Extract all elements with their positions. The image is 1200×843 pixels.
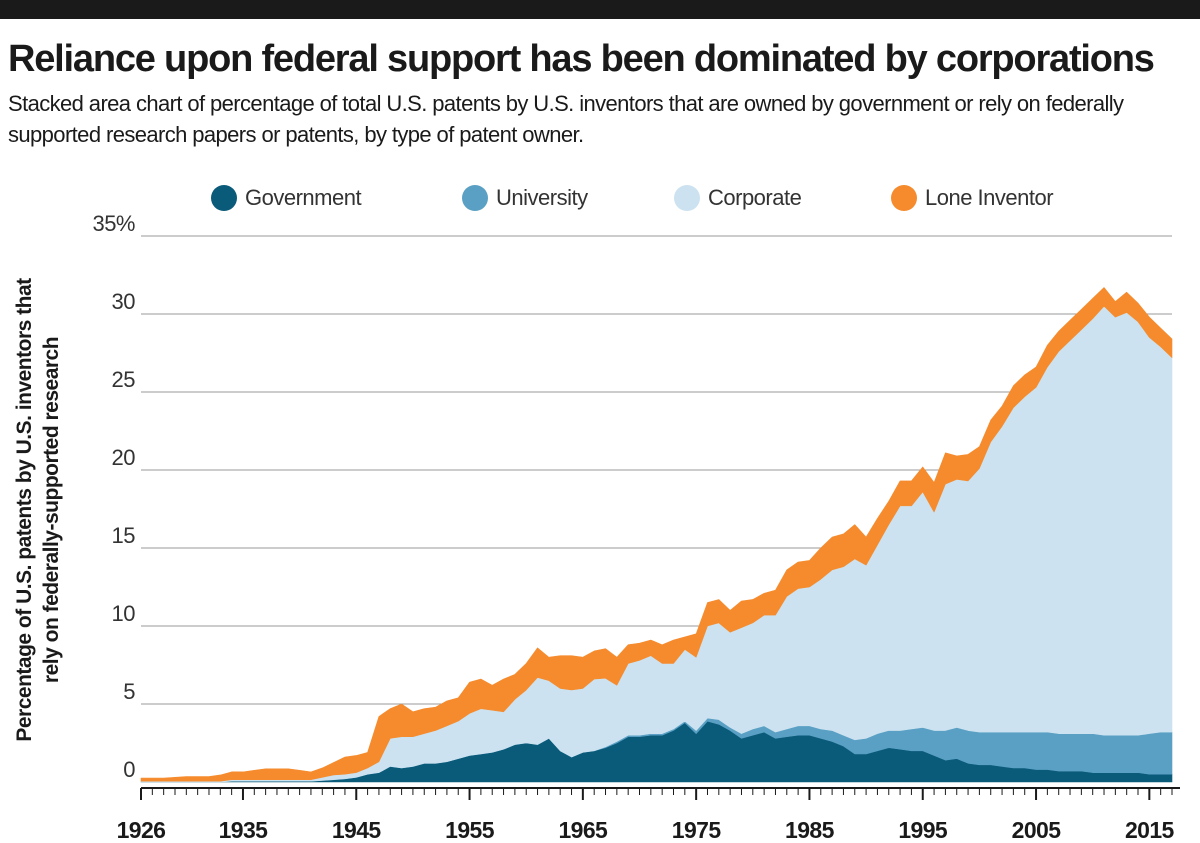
- legend-item-university: University: [462, 180, 588, 216]
- legend-item-government: Government: [211, 180, 362, 216]
- y-tick-label: 35%: [92, 211, 135, 236]
- area-corporate: [140, 305, 1173, 783]
- y-tick-label: 5: [123, 679, 135, 704]
- y-tick-label: 25: [112, 367, 136, 392]
- x-tick-label: 2015: [1125, 817, 1175, 843]
- legend: Government University Corporate Lone Inv…: [0, 180, 1200, 216]
- x-tick-label: 1985: [785, 817, 835, 843]
- chart-title: Reliance upon federal support has been d…: [8, 38, 1155, 80]
- legend-item-lone-inventor: Lone Inventor: [891, 180, 1054, 216]
- y-tick-label: 10: [112, 601, 136, 626]
- x-tick-label: 1955: [445, 817, 495, 843]
- legend-label-university: University: [496, 185, 588, 210]
- y-tick-label: 0: [123, 757, 135, 782]
- legend-item-corporate: Corporate: [674, 180, 802, 216]
- x-tick-label: 1975: [672, 817, 722, 843]
- axes: 1926 1935 1945 1955 1965 1975 1985 1995 2005 2015: [117, 787, 1180, 843]
- legend-swatch-lone-inventor: [891, 185, 917, 211]
- grid-lines: 0 5 10 15 20 25 30 35%: [92, 211, 1172, 782]
- legend-label-corporate: Corporate: [708, 185, 802, 210]
- legend-swatch-university: [462, 185, 488, 211]
- x-tick-label: 1926: [117, 817, 166, 843]
- x-tick-label: 1965: [558, 817, 608, 843]
- legend-swatch-government: [211, 185, 237, 211]
- legend-label-lone-inventor: Lone Inventor: [925, 185, 1054, 210]
- x-tick-label: 1995: [898, 817, 948, 843]
- x-tick-label: 1945: [332, 817, 382, 843]
- legend-swatch-corporate: [674, 185, 700, 211]
- y-tick-label: 20: [112, 445, 136, 470]
- top-rule: [0, 0, 1200, 19]
- legend-label-government: Government: [245, 185, 362, 210]
- x-tick-label: 1935: [219, 817, 269, 843]
- y-tick-label: 15: [112, 523, 136, 548]
- area-lone-inventor: [140, 287, 1173, 782]
- x-tick-label: 2005: [1012, 817, 1062, 843]
- y-tick-label: 30: [112, 289, 136, 314]
- chart-subtitle: Stacked area chart of percentage of tota…: [8, 91, 1124, 147]
- area-layer: [140, 287, 1173, 783]
